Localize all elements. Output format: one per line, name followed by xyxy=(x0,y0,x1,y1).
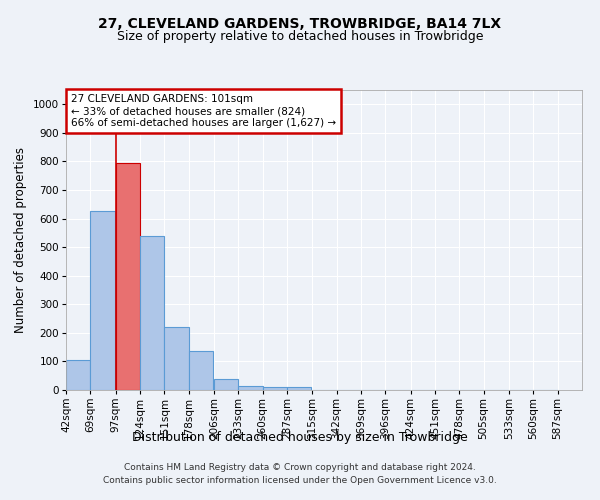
Bar xyxy=(287,387,311,390)
Bar xyxy=(66,360,91,390)
Text: 27 CLEVELAND GARDENS: 101sqm
← 33% of detached houses are smaller (824)
66% of s: 27 CLEVELAND GARDENS: 101sqm ← 33% of de… xyxy=(71,94,336,128)
Bar xyxy=(140,236,164,390)
Text: 27, CLEVELAND GARDENS, TROWBRIDGE, BA14 7LX: 27, CLEVELAND GARDENS, TROWBRIDGE, BA14 … xyxy=(98,18,502,32)
Y-axis label: Number of detached properties: Number of detached properties xyxy=(14,147,28,333)
Text: Contains public sector information licensed under the Open Government Licence v3: Contains public sector information licen… xyxy=(103,476,497,485)
Bar xyxy=(91,212,115,390)
Bar xyxy=(238,386,263,390)
Text: Distribution of detached houses by size in Trowbridge: Distribution of detached houses by size … xyxy=(132,431,468,444)
Bar xyxy=(263,387,287,390)
Bar xyxy=(188,352,213,390)
Bar xyxy=(164,327,188,390)
Bar xyxy=(116,163,140,390)
Text: Size of property relative to detached houses in Trowbridge: Size of property relative to detached ho… xyxy=(117,30,483,43)
Text: Contains HM Land Registry data © Crown copyright and database right 2024.: Contains HM Land Registry data © Crown c… xyxy=(124,464,476,472)
Bar xyxy=(214,378,238,390)
